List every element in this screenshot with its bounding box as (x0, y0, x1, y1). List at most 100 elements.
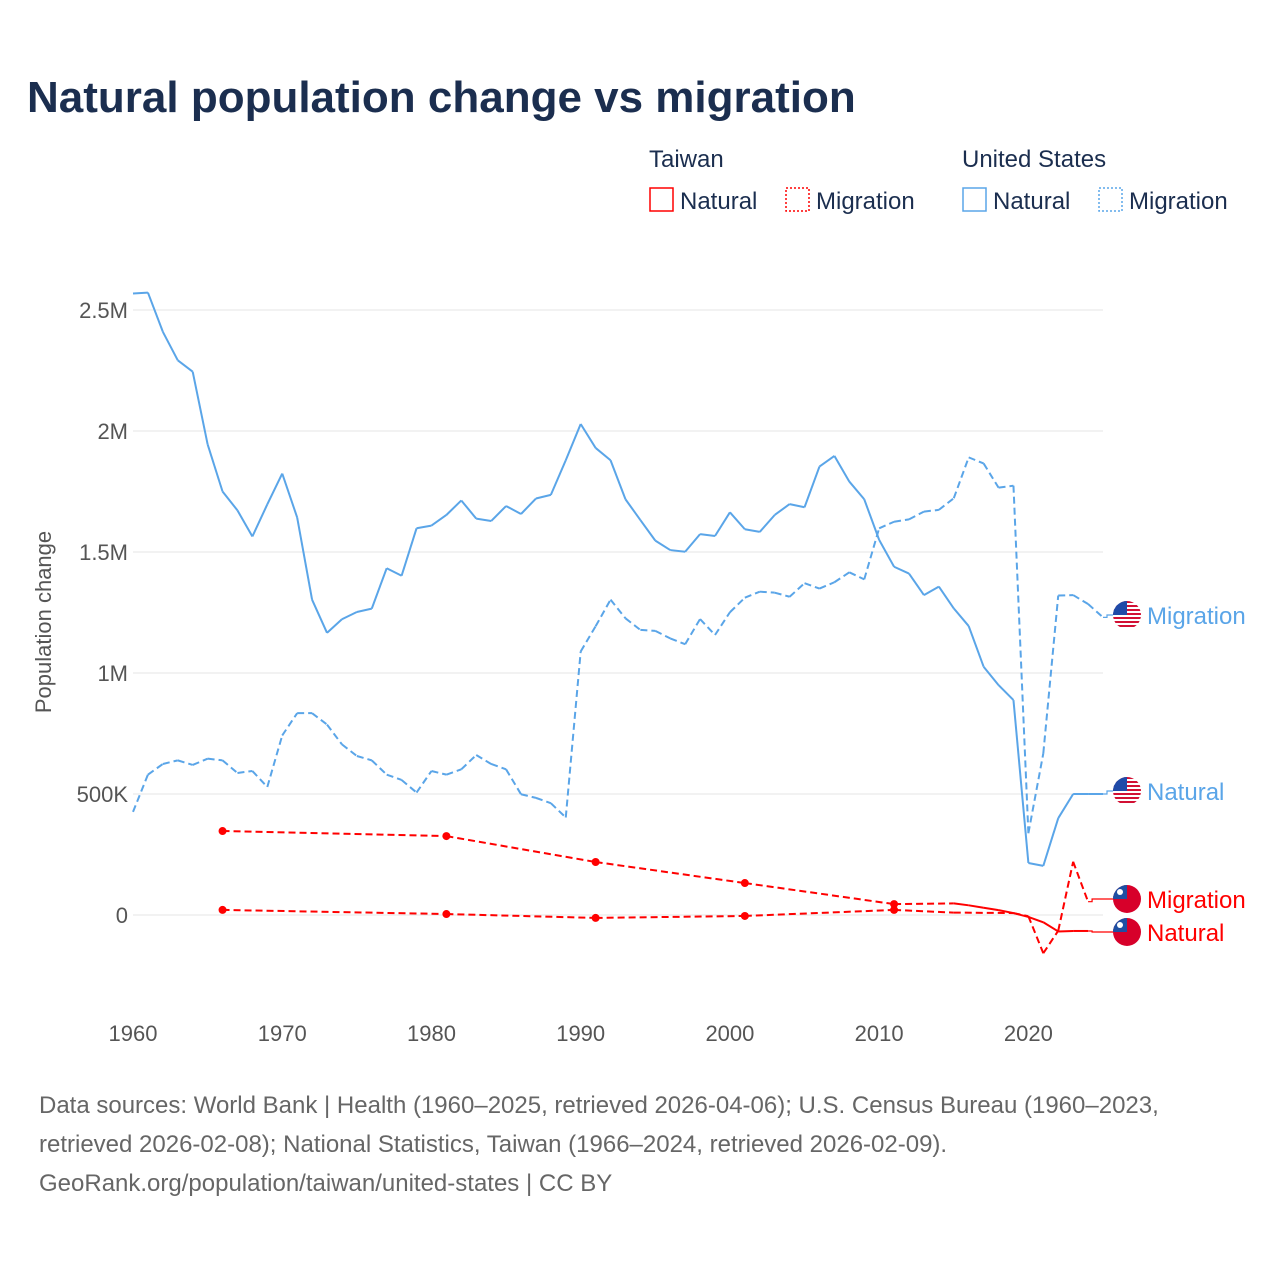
data-point-taiwan-migration[interactable] (218, 905, 227, 914)
line-segment-us-migration (744, 590, 761, 599)
data-point-taiwan-natural[interactable] (591, 858, 600, 867)
line-segment-us-migration (564, 651, 582, 818)
line-segment-taiwan-migration (595, 914, 745, 919)
legend-group-taiwan: Taiwan (649, 146, 724, 173)
line-segment-us-migration (177, 759, 193, 766)
line-segment-us-natural (549, 459, 567, 496)
line-segment-us-migration (281, 712, 298, 736)
line-segment-us-migration (415, 770, 433, 794)
line-segment-us-migration (908, 510, 925, 521)
line-segment-us-natural (146, 292, 164, 333)
line-segment-us-natural (177, 359, 194, 373)
data-point-taiwan-migration[interactable] (591, 913, 600, 922)
line-segment-us-migration (609, 599, 627, 619)
data-point-taiwan-migration[interactable] (442, 910, 451, 919)
legend-item-us-natural[interactable]: Natural (993, 188, 1070, 215)
data-point-taiwan-natural[interactable] (890, 900, 899, 909)
line-segment-us-natural (639, 519, 657, 542)
line-segment-us-migration (341, 743, 358, 757)
line-segment-us-natural (251, 503, 269, 537)
data-point-taiwan-natural[interactable] (740, 879, 749, 888)
line-segment-us-migration (207, 757, 223, 762)
leader-line (1103, 614, 1113, 618)
line-segment-us-migration (938, 497, 955, 511)
line-segment-us-natural (1042, 817, 1060, 867)
line-segment-us-migration (863, 528, 881, 580)
line-segment-us-migration (251, 770, 269, 788)
leader-line (1088, 930, 1113, 933)
line-segment-taiwan-natural (968, 904, 984, 909)
line-segment-us-natural (609, 459, 627, 500)
legend-swatch-us-migration[interactable] (1098, 187, 1123, 212)
y-tick-label: 1.5M (79, 540, 128, 565)
legend-item-us-migration[interactable]: Migration (1129, 188, 1228, 215)
line-segment-us-migration (535, 796, 552, 805)
source-link[interactable]: GeoRank.org/population/taiwan/united-sta… (39, 1170, 612, 1197)
line-segment-us-migration (788, 582, 806, 598)
line-segment-us-migration (266, 735, 284, 788)
line-segment-us-migration (968, 456, 984, 465)
line-segment-us-natural (789, 503, 805, 509)
series-us-natural (132, 291, 1103, 867)
line-segment-us-migration (490, 763, 507, 771)
line-segment-us-natural (1028, 861, 1044, 867)
line-segment-us-migration (550, 802, 567, 819)
line-segment-us-migration (326, 723, 343, 745)
y-tick-label: 1M (97, 661, 128, 686)
end-label-taiwan-migration: Migration (1088, 885, 1246, 914)
data-point-taiwan-natural[interactable] (218, 827, 227, 836)
line-segment-us-natural (311, 599, 328, 634)
line-segment-us-natural (445, 499, 463, 516)
line-segment-us-migration (446, 768, 462, 776)
line-segment-us-natural (206, 444, 224, 492)
line-segment-us-natural (341, 611, 358, 621)
line-segment-us-natural (356, 607, 372, 613)
chart-title: Natural population change vs migration (27, 73, 856, 122)
line-segment-us-migration (998, 484, 1014, 489)
line-segment-taiwan-natural (744, 882, 895, 906)
line-segment-us-migration (579, 625, 597, 652)
legend-swatch-taiwan-natural[interactable] (649, 187, 674, 212)
x-axis-ticks: 1960 1970 1980 1990 2000 2010 2020 (109, 1021, 1053, 1046)
line-segment-us-migration (878, 520, 895, 530)
x-tick-label: 2020 (1004, 1021, 1053, 1046)
legend-item-taiwan-natural[interactable]: Natural (680, 188, 757, 215)
y-axis-ticks: 0 500K 1M 1.5M 2M 2.5M (77, 298, 129, 928)
line-segment-us-natural (400, 527, 418, 577)
line-segment-us-natural (863, 498, 881, 541)
source-line-2: retrieved 2026-02-08); National Statisti… (39, 1131, 947, 1158)
us-flag-icon (1113, 601, 1141, 629)
y-tick-label: 2M (97, 419, 128, 444)
legend-swatch-us-natural[interactable] (962, 187, 987, 212)
line-segment-us-migration (654, 629, 671, 640)
data-point-taiwan-natural[interactable] (442, 832, 451, 841)
data-point-taiwan-migration[interactable] (890, 905, 899, 914)
series-us-migration (132, 456, 1104, 834)
line-segment-us-migration (624, 617, 641, 631)
line-segment-us-natural (460, 499, 478, 520)
line-segment-taiwan-migration (1042, 930, 1060, 954)
line-segment-us-natural (982, 666, 1000, 686)
line-segment-taiwan-migration (446, 913, 596, 919)
line-segment-us-natural (191, 371, 209, 445)
line-segment-us-migration (819, 581, 835, 590)
line-segment-us-natural (803, 466, 821, 508)
data-point-taiwan-migration[interactable] (740, 911, 749, 920)
line-segment-taiwan-natural (595, 861, 745, 885)
us-flag-icon (1113, 777, 1141, 805)
line-segment-us-migration (982, 462, 1000, 489)
series-layer (132, 291, 1104, 954)
line-segment-us-migration (714, 611, 731, 636)
legend-swatch-taiwan-migration[interactable] (785, 187, 810, 212)
legend-item-taiwan-migration[interactable]: Migration (816, 188, 915, 215)
line-segment-us-migration (684, 618, 701, 645)
line-segment-us-natural (1057, 793, 1075, 819)
series-taiwan-natural (218, 827, 1089, 933)
line-segment-us-natural (266, 473, 284, 505)
series-taiwan-migration (218, 861, 1090, 954)
line-segment-us-natural (416, 524, 432, 530)
line-segment-us-natural (370, 567, 388, 609)
x-tick-label: 1980 (407, 1021, 456, 1046)
line-segment-us-migration (192, 757, 209, 766)
